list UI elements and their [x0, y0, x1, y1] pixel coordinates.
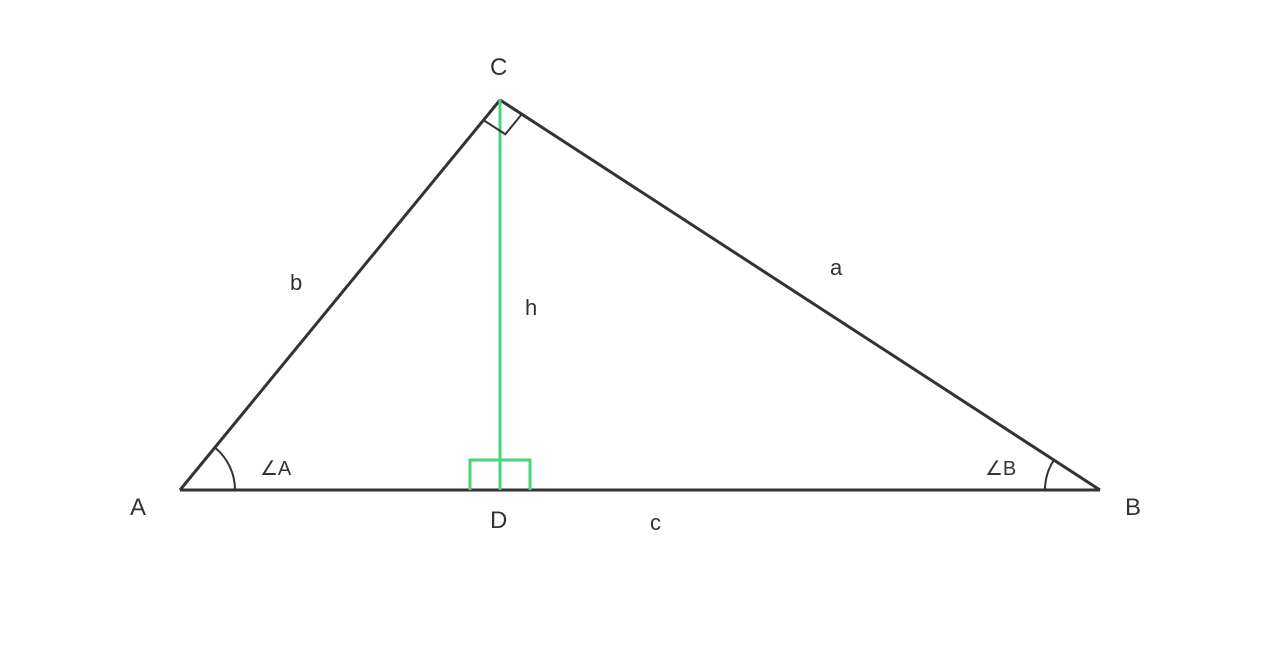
vertex-label-a: A [130, 494, 146, 521]
angle-label-b: ∠B [985, 458, 1016, 480]
side-b-line [180, 100, 500, 490]
angle-label-a: ∠A [260, 458, 292, 480]
side-label-c: c [650, 510, 661, 535]
angle-arc-a [215, 447, 235, 490]
vertex-label-d: D [490, 507, 507, 534]
angle-arc-b [1045, 460, 1054, 490]
right-angle-marker-c [484, 114, 522, 134]
side-label-a: a [830, 255, 843, 280]
vertex-label-b: B [1125, 494, 1141, 521]
height-label: h [525, 295, 537, 320]
triangle-diagram: A B C D a b c ∠A ∠B h [0, 0, 1280, 670]
side-label-b: b [290, 270, 302, 295]
vertex-label-c: C [490, 54, 507, 81]
side-a-line [500, 100, 1100, 490]
